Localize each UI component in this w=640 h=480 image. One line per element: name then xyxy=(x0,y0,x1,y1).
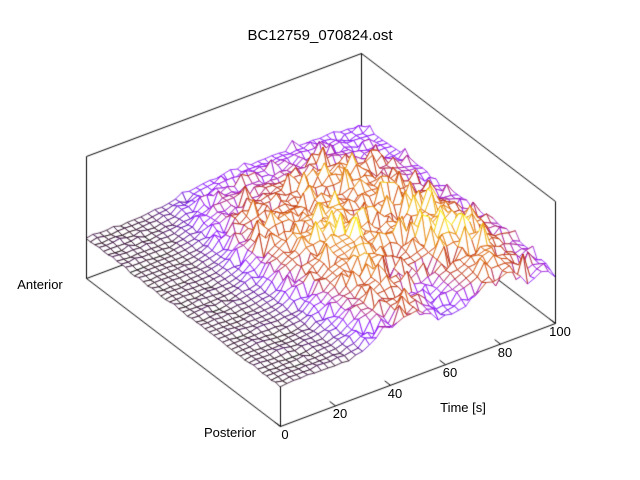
chart-title: BC12759_070824.ost xyxy=(247,27,393,44)
x-tick-label: 40 xyxy=(387,385,403,401)
x-tick-label: 80 xyxy=(497,344,513,360)
x-tick-label: 20 xyxy=(332,406,348,422)
x-tick-label: 100 xyxy=(549,324,571,339)
x-axis-label: Time [s] xyxy=(440,400,486,415)
x-tick-label: 60 xyxy=(442,365,458,381)
y-axis-anterior-label: Anterior xyxy=(17,277,63,292)
x-tick-label: 0 xyxy=(281,427,289,442)
y-axis-posterior-label: Posterior xyxy=(203,425,257,440)
